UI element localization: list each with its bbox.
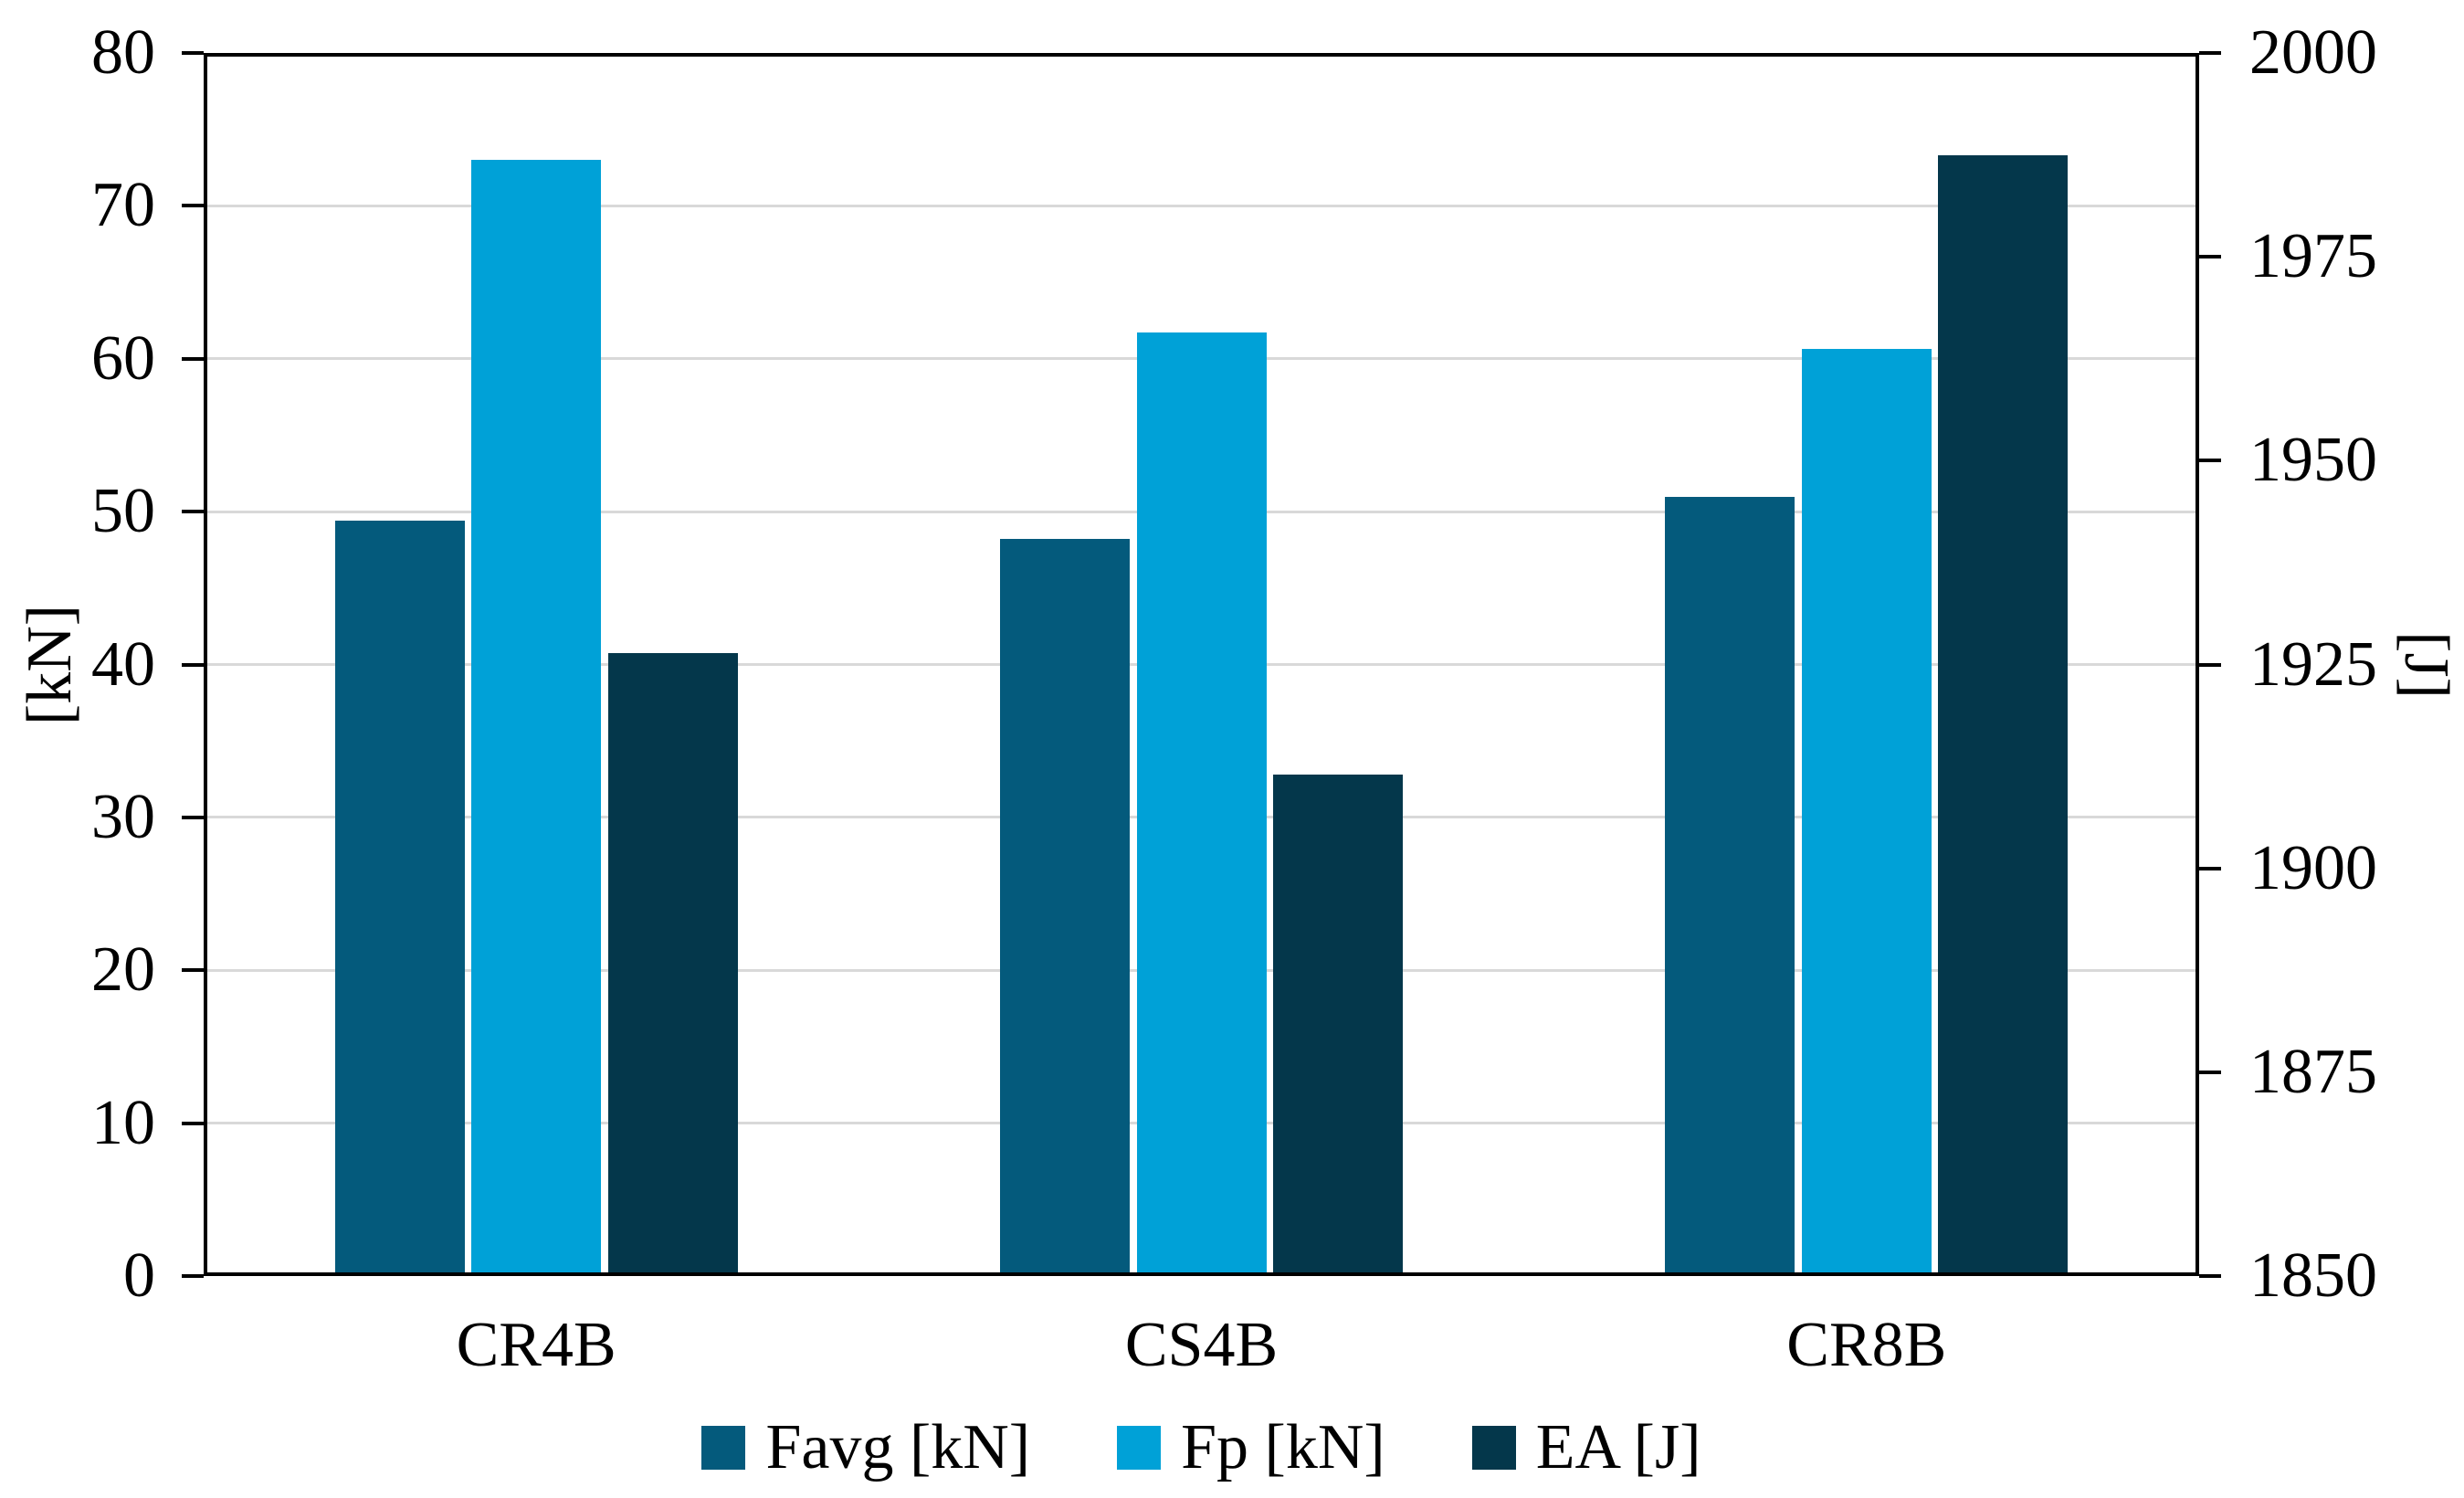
left-tick-label-40: 40 (91, 628, 155, 700)
legend-swatch-icon (1471, 1426, 1516, 1470)
right-tick-label-1900: 1900 (2249, 832, 2377, 903)
bar-fp-cr4b (471, 159, 602, 1272)
axis-tickmark (182, 204, 204, 208)
legend-item-fp: Fp [kN] (1117, 1407, 1385, 1489)
right-tick-label-1875: 1875 (2249, 1036, 2377, 1107)
axis-tickmark (2199, 459, 2221, 463)
left-tick-label-10: 10 (91, 1087, 155, 1158)
axis-tickmark (2199, 1070, 2221, 1074)
plot-area (204, 53, 2199, 1276)
legend-swatch-icon (1117, 1426, 1162, 1470)
legend-swatch-icon (701, 1426, 746, 1470)
left-tick-label-30: 30 (91, 781, 155, 852)
bar-ea-cr4b (607, 652, 738, 1272)
legend: Favg [kN] Fp [kN] EA [J] (204, 1407, 2199, 1489)
legend-label: Favg [kN] (765, 1412, 1031, 1482)
category-label-cs4b: CS4B (1124, 1310, 1279, 1380)
axis-tickmark (182, 968, 204, 973)
bar-fp-cr8b (1801, 349, 1932, 1272)
right-tick-label-1950: 1950 (2249, 425, 2377, 496)
axis-tickmark (2199, 662, 2221, 667)
axis-tickmark (182, 1121, 204, 1125)
right-tick-label-2000: 2000 (2249, 17, 2377, 88)
legend-label: Fp [kN] (1181, 1412, 1385, 1482)
left-axis-title: [kN] (15, 604, 85, 725)
axis-tickmark (182, 510, 204, 514)
left-tick-label-50: 50 (91, 476, 155, 547)
axis-tickmark (182, 51, 204, 55)
axis-tickmark (182, 815, 204, 819)
bar-ea-cs4b (1273, 775, 1403, 1272)
axis-tickmark (182, 1274, 204, 1278)
axis-tickmark (2199, 255, 2221, 259)
bar-favg-cs4b (1000, 538, 1130, 1272)
right-tick-label-1850: 1850 (2249, 1240, 2377, 1311)
axis-tickmark (2199, 866, 2221, 870)
bar-fp-cs4b (1136, 332, 1267, 1272)
axis-tickmark (182, 662, 204, 667)
left-tick-label-80: 80 (91, 17, 155, 88)
legend-label: EA [J] (1535, 1412, 1701, 1482)
bar-favg-cr4b (334, 520, 465, 1272)
bar-favg-cr8b (1665, 497, 1795, 1272)
axis-tickmark (2199, 1274, 2221, 1278)
right-tick-label-1975: 1975 (2249, 221, 2377, 292)
left-tick-label-0: 0 (123, 1240, 155, 1311)
bar-ea-cr8b (1938, 155, 2069, 1272)
category-label-cr4b: CR4B (456, 1310, 616, 1380)
left-tick-label-70: 70 (91, 170, 155, 241)
category-label-cr8b: CR8B (1786, 1310, 1947, 1380)
axis-tickmark (2199, 51, 2221, 55)
gridline-70 (207, 204, 2195, 207)
right-axis-title: [J] (2391, 630, 2461, 699)
left-tick-label-60: 60 (91, 322, 155, 394)
left-tick-label-20: 20 (91, 934, 155, 1006)
right-tick-label-1925: 1925 (2249, 628, 2377, 700)
legend-item-ea: EA [J] (1471, 1407, 1701, 1489)
legend-item-favg: Favg [kN] (701, 1407, 1030, 1489)
axis-tickmark (182, 356, 204, 361)
